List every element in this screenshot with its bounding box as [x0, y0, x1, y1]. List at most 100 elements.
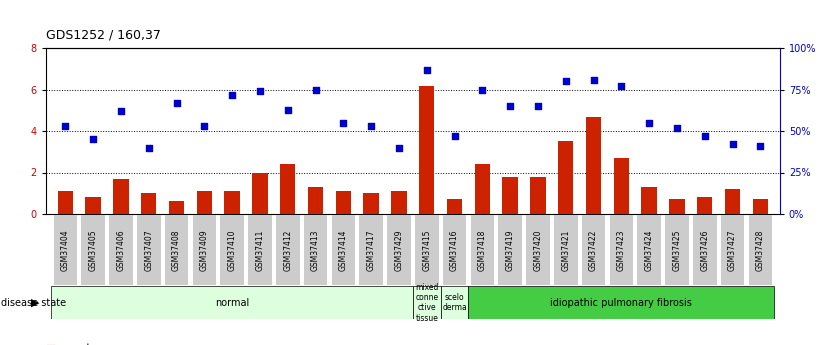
Bar [753, 199, 768, 214]
Point [87, 137, 100, 142]
Point [475, 87, 489, 92]
Point [504, 104, 517, 109]
Bar [141, 193, 157, 214]
Text: GSM37428: GSM37428 [756, 229, 765, 271]
Text: ▶: ▶ [31, 298, 39, 308]
Point [225, 92, 239, 97]
Bar [697, 197, 712, 214]
FancyBboxPatch shape [415, 215, 439, 285]
Point [531, 104, 545, 109]
Text: GSM37409: GSM37409 [200, 229, 208, 271]
Point [420, 67, 434, 72]
FancyBboxPatch shape [610, 215, 633, 285]
Point [754, 143, 767, 149]
Point [392, 145, 405, 150]
Text: GDS1252 / 160,37: GDS1252 / 160,37 [46, 28, 161, 41]
Bar [670, 199, 685, 214]
Text: GSM37424: GSM37424 [645, 229, 654, 271]
Point [448, 133, 461, 139]
Point [254, 89, 267, 94]
Bar [530, 177, 545, 214]
FancyBboxPatch shape [165, 215, 188, 285]
FancyBboxPatch shape [276, 215, 299, 285]
Text: GSM37412: GSM37412 [284, 229, 292, 271]
Text: mixed
conne
ctive
tissue: mixed conne ctive tissue [415, 283, 439, 323]
Text: GSM37421: GSM37421 [561, 229, 570, 271]
Bar [113, 179, 128, 214]
Point [698, 133, 711, 139]
Bar [308, 187, 324, 214]
Bar [614, 158, 629, 214]
Bar [197, 191, 212, 214]
Text: count: count [61, 343, 90, 345]
FancyBboxPatch shape [443, 215, 466, 285]
Point [142, 145, 155, 150]
FancyBboxPatch shape [637, 215, 661, 285]
Text: GSM37418: GSM37418 [478, 229, 487, 271]
Bar [364, 193, 379, 214]
Point [671, 125, 684, 130]
FancyBboxPatch shape [220, 215, 244, 285]
Text: GSM37417: GSM37417 [367, 229, 375, 271]
Text: GSM37420: GSM37420 [534, 229, 542, 271]
Point [337, 120, 350, 126]
Text: GSM37407: GSM37407 [144, 229, 153, 271]
Point [364, 124, 378, 129]
Bar [335, 191, 351, 214]
Text: normal: normal [215, 298, 249, 308]
Text: GSM37406: GSM37406 [117, 229, 125, 271]
FancyBboxPatch shape [52, 286, 413, 319]
Point [559, 79, 572, 84]
FancyBboxPatch shape [554, 215, 578, 285]
Text: GSM37416: GSM37416 [450, 229, 459, 271]
Text: idiopathic pulmonary fibrosis: idiopathic pulmonary fibrosis [550, 298, 692, 308]
FancyBboxPatch shape [526, 215, 550, 285]
Bar [224, 191, 240, 214]
Text: disease state: disease state [1, 298, 66, 308]
FancyBboxPatch shape [440, 286, 469, 319]
Text: GSM37422: GSM37422 [589, 229, 598, 271]
Text: GSM37419: GSM37419 [505, 229, 515, 271]
Bar [168, 201, 184, 214]
FancyBboxPatch shape [109, 215, 133, 285]
Point [114, 108, 128, 114]
Text: GSM37408: GSM37408 [172, 229, 181, 271]
FancyBboxPatch shape [666, 215, 689, 285]
Point [615, 83, 628, 89]
Bar [586, 117, 601, 214]
Point [726, 141, 739, 147]
Bar [502, 177, 518, 214]
Bar [58, 191, 73, 214]
Bar [475, 164, 490, 214]
FancyBboxPatch shape [331, 215, 355, 285]
Text: GSM37411: GSM37411 [255, 229, 264, 271]
FancyBboxPatch shape [582, 215, 605, 285]
Point [642, 120, 656, 126]
FancyBboxPatch shape [249, 215, 272, 285]
FancyBboxPatch shape [359, 215, 383, 285]
Point [587, 77, 600, 82]
FancyBboxPatch shape [721, 215, 745, 285]
FancyBboxPatch shape [499, 215, 522, 285]
FancyBboxPatch shape [304, 215, 327, 285]
Bar [558, 141, 574, 214]
Text: GSM37415: GSM37415 [422, 229, 431, 271]
Bar [641, 187, 657, 214]
Point [58, 124, 72, 129]
Text: scelo
derma: scelo derma [442, 293, 467, 313]
Bar [280, 164, 295, 214]
Text: GSM37405: GSM37405 [88, 229, 98, 271]
Text: GSM37429: GSM37429 [394, 229, 404, 271]
FancyBboxPatch shape [137, 215, 160, 285]
FancyBboxPatch shape [193, 215, 216, 285]
Text: GSM37413: GSM37413 [311, 229, 320, 271]
Text: GSM37426: GSM37426 [701, 229, 709, 271]
FancyBboxPatch shape [749, 215, 772, 285]
FancyBboxPatch shape [469, 286, 774, 319]
Text: ■: ■ [46, 343, 57, 345]
Text: GSM37423: GSM37423 [617, 229, 626, 271]
Text: GSM37414: GSM37414 [339, 229, 348, 271]
Bar [725, 189, 741, 214]
FancyBboxPatch shape [387, 215, 410, 285]
Point [309, 87, 322, 92]
